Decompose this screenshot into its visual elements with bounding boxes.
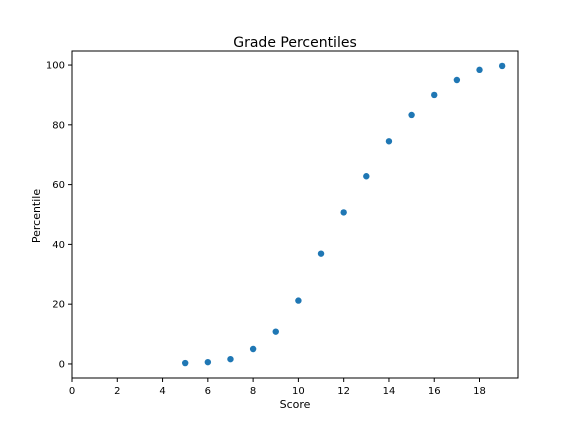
x-tick-label: 0 [69,386,75,397]
x-tick-label: 10 [292,386,305,397]
y-axis-ticks: 0 20 40 60 80 100 [46,61,72,370]
plot-frame [71,50,519,379]
data-point [295,297,302,304]
data-point [453,76,461,84]
x-tick-label: 18 [473,386,486,397]
x-tick-label: 6 [205,386,211,397]
x-tick-label: 4 [159,386,165,397]
data-points [181,62,506,367]
data-point [227,355,234,363]
y-axis-label: Percentile [30,189,43,244]
x-axis-ticks: 0 2 4 6 8 10 12 14 16 18 [69,378,486,397]
data-point [431,91,438,99]
data-point [340,209,347,216]
data-point [498,62,506,70]
data-point [272,328,279,335]
y-tick-label: 40 [52,240,65,251]
y-tick-label: 0 [59,359,65,370]
x-tick-label: 14 [383,386,396,397]
data-point [408,111,415,119]
data-point [317,250,325,257]
y-tick-label: 80 [52,120,65,131]
data-point [181,359,189,367]
plot-area [72,51,518,378]
x-tick-label: 2 [114,386,120,397]
data-point [476,66,483,74]
x-axis-label: Score [280,398,311,411]
data-point [249,345,257,353]
chart-title: Grade Percentiles [233,35,357,51]
x-tick-label: 12 [337,386,350,397]
data-point [204,358,212,366]
x-tick-label: 16 [428,386,441,397]
y-tick-label: 20 [52,300,65,311]
y-tick-label: 60 [52,180,65,191]
data-point [385,138,393,145]
y-tick-label: 100 [46,61,65,72]
x-tick-label: 8 [250,386,256,397]
data-point [363,173,370,180]
